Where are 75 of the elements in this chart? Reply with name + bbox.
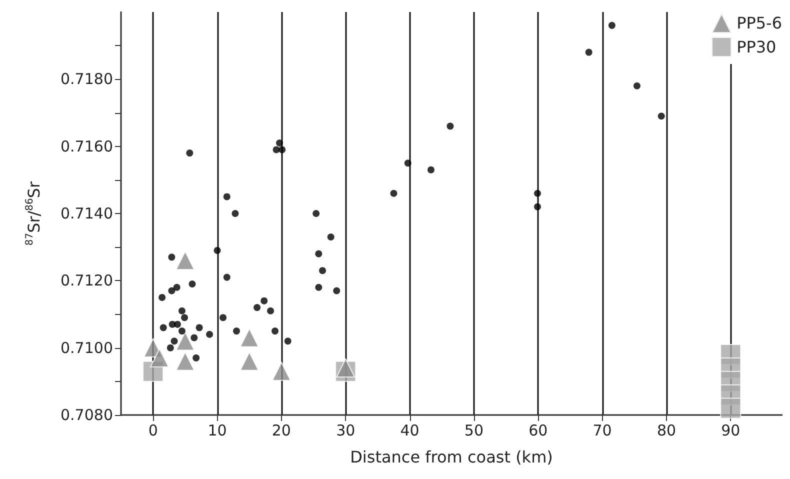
point	[196, 324, 203, 332]
point	[534, 190, 541, 197]
point	[223, 193, 230, 200]
y-tick-label: 0.7160	[60, 137, 113, 156]
point	[192, 354, 200, 362]
x-axis-title: Distance from coast (km)	[350, 448, 553, 466]
point	[220, 314, 227, 322]
point	[168, 254, 176, 261]
point	[214, 246, 221, 254]
x-tick-label: 70	[592, 422, 612, 440]
point	[319, 267, 326, 274]
point	[633, 82, 640, 90]
point	[333, 287, 340, 294]
point	[232, 210, 239, 217]
point	[158, 294, 166, 301]
point	[166, 344, 174, 352]
x-tick-label: 10	[208, 422, 227, 440]
point	[178, 328, 186, 335]
point	[240, 352, 259, 371]
point	[181, 314, 188, 322]
point	[254, 304, 261, 312]
point	[206, 330, 214, 338]
point	[176, 251, 195, 270]
x-tick-label: 30	[336, 422, 356, 440]
point	[446, 122, 454, 130]
y-tick-label: 0.7140	[60, 204, 113, 222]
point	[173, 284, 180, 291]
point	[223, 274, 230, 281]
point	[608, 22, 616, 29]
legend-label: PP5-6	[736, 14, 782, 32]
point	[585, 48, 592, 56]
point	[233, 328, 240, 335]
point	[336, 358, 356, 378]
point	[272, 328, 279, 335]
point	[404, 160, 412, 167]
point	[160, 324, 167, 332]
point	[327, 234, 334, 241]
x-tick-label: 60	[528, 422, 548, 440]
y-axis-title: 87Sr/86Sr	[24, 180, 44, 246]
point	[190, 334, 198, 342]
y-tick-label: 0.7180	[60, 70, 113, 88]
point	[240, 328, 259, 348]
point	[170, 338, 178, 345]
x-tick-label: 50	[464, 422, 484, 440]
point	[390, 190, 398, 197]
point	[186, 150, 194, 157]
point	[176, 352, 195, 371]
x-tick-label: 40	[400, 422, 420, 440]
legend-label: PP30	[736, 38, 776, 56]
point	[278, 146, 286, 154]
point	[312, 210, 320, 217]
x-tick-label: 80	[656, 422, 676, 440]
point	[534, 203, 541, 210]
point	[168, 287, 176, 294]
x-tick-label: 0	[148, 422, 158, 440]
point	[174, 320, 181, 328]
point	[284, 338, 292, 345]
x-tick-label: 20	[272, 422, 291, 440]
point	[315, 284, 322, 291]
point	[658, 112, 665, 120]
y-tick-label: 0.7100	[60, 338, 113, 357]
x-tick-label: 90	[721, 422, 740, 440]
point	[427, 166, 434, 174]
point	[276, 139, 284, 146]
point	[188, 280, 196, 288]
point	[178, 307, 186, 314]
point	[315, 250, 322, 258]
y-tick-label: 0.7080	[60, 406, 113, 424]
point	[260, 297, 268, 304]
point	[720, 398, 742, 419]
point	[267, 307, 274, 314]
point	[272, 362, 291, 381]
point	[150, 348, 170, 368]
point	[176, 332, 195, 351]
y-tick-label: 0.7120	[60, 272, 113, 290]
